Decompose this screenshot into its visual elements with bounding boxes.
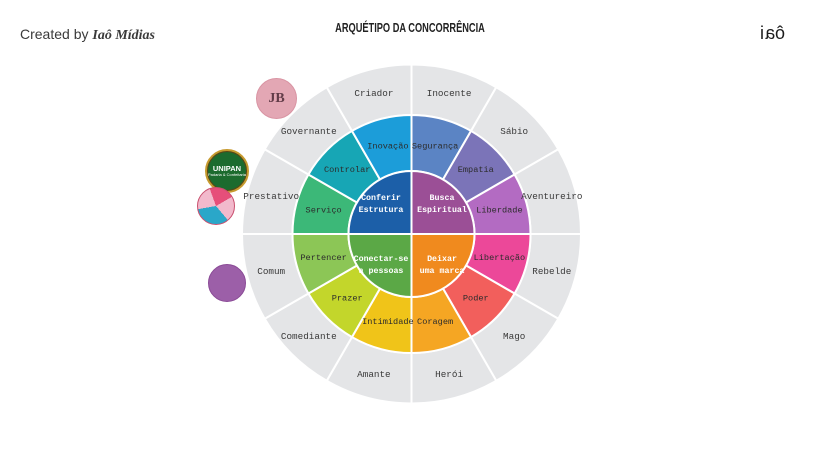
svg-text:Comum: Comum xyxy=(257,266,285,277)
svg-text:Prestativo: Prestativo xyxy=(243,191,299,202)
svg-text:Rebelde: Rebelde xyxy=(532,266,571,277)
svg-text:Mago: Mago xyxy=(503,331,525,342)
svg-text:a pessoas: a pessoas xyxy=(359,267,404,276)
svg-text:Liberdade: Liberdade xyxy=(476,206,522,216)
svg-text:Coragem: Coragem xyxy=(417,317,453,327)
svg-text:Busca: Busca xyxy=(430,194,455,203)
svg-text:Sábio: Sábio xyxy=(500,126,528,137)
svg-text:Deixar: Deixar xyxy=(427,254,457,264)
svg-text:Poder: Poder xyxy=(463,294,489,304)
svg-text:Conferir: Conferir xyxy=(361,193,401,203)
svg-text:Estrutura: Estrutura xyxy=(359,206,404,215)
svg-text:Amante: Amante xyxy=(357,369,390,380)
svg-text:Conectar-se: Conectar-se xyxy=(354,255,409,264)
svg-text:Espiritual: Espiritual xyxy=(417,205,467,215)
svg-text:uma marca: uma marca xyxy=(420,267,465,276)
svg-text:Inocente: Inocente xyxy=(427,88,472,99)
svg-text:Segurança: Segurança xyxy=(412,141,458,151)
svg-text:Pertencer: Pertencer xyxy=(300,253,346,263)
svg-text:Intimidade: Intimidade xyxy=(362,317,414,327)
svg-text:Prazer: Prazer xyxy=(332,294,363,304)
svg-text:Serviço: Serviço xyxy=(306,206,342,216)
svg-text:Libertação: Libertação xyxy=(474,253,526,263)
svg-text:Controlar: Controlar xyxy=(324,165,370,175)
svg-text:Herói: Herói xyxy=(435,369,463,380)
svg-text:Criador: Criador xyxy=(354,88,393,99)
svg-text:Governante: Governante xyxy=(281,126,337,137)
svg-text:Comediante: Comediante xyxy=(281,331,337,342)
svg-text:Aventureiro: Aventureiro xyxy=(521,191,582,202)
svg-text:Empatia: Empatia xyxy=(458,165,494,175)
svg-text:Inovação: Inovação xyxy=(367,141,408,151)
